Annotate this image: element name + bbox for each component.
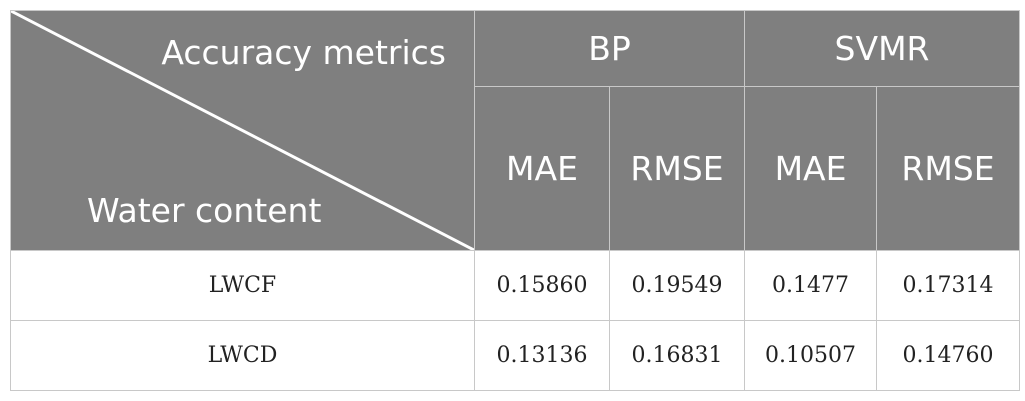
subheader-bp-mae: MAE [474, 86, 610, 251]
water-content-label: Water content [87, 191, 322, 230]
cell-lwcf-bp-mae: 0.15860 [474, 250, 610, 321]
cell-lwcd-svmr-mae: 0.10507 [744, 320, 878, 391]
corner-header-cell: Accuracy metrics Water content [10, 10, 475, 251]
accuracy-metrics-label: Accuracy metrics [161, 33, 446, 72]
subheader-svmr-mae: MAE [744, 86, 878, 251]
table-row: LWCD 0.13136 0.16831 0.10507 0.14760 [10, 320, 1021, 391]
table-header-row-groups: Accuracy metrics Water content BP SVMR [10, 10, 1021, 251]
subheader-svmr-rmse: RMSE [876, 86, 1021, 251]
cell-lwcd-bp-rmse: 0.16831 [608, 320, 746, 391]
table-row: LWCF 0.15860 0.19549 0.1477 0.17314 [10, 250, 1021, 321]
cell-lwcd-svmr-rmse: 0.14760 [876, 320, 1021, 391]
diagonal-divider [11, 11, 474, 250]
subheader-bp-rmse: RMSE [608, 86, 746, 251]
row-label-lwcf: LWCF [10, 250, 475, 321]
group-header-bp: BP [473, 10, 746, 87]
table-header-row-metrics: MAE RMSE MAE RMSE [11, 86, 1021, 251]
cell-lwcf-bp-rmse: 0.19549 [608, 250, 746, 321]
metrics-table: Accuracy metrics Water content BP SVMR M… [10, 10, 1021, 391]
cell-lwcf-svmr-rmse: 0.17314 [876, 250, 1021, 321]
row-label-lwcd: LWCD [10, 320, 475, 391]
cell-lwcf-svmr-mae: 0.1477 [744, 250, 878, 321]
group-header-svmr: SVMR [744, 10, 1021, 87]
cell-lwcd-bp-mae: 0.13136 [474, 320, 610, 391]
